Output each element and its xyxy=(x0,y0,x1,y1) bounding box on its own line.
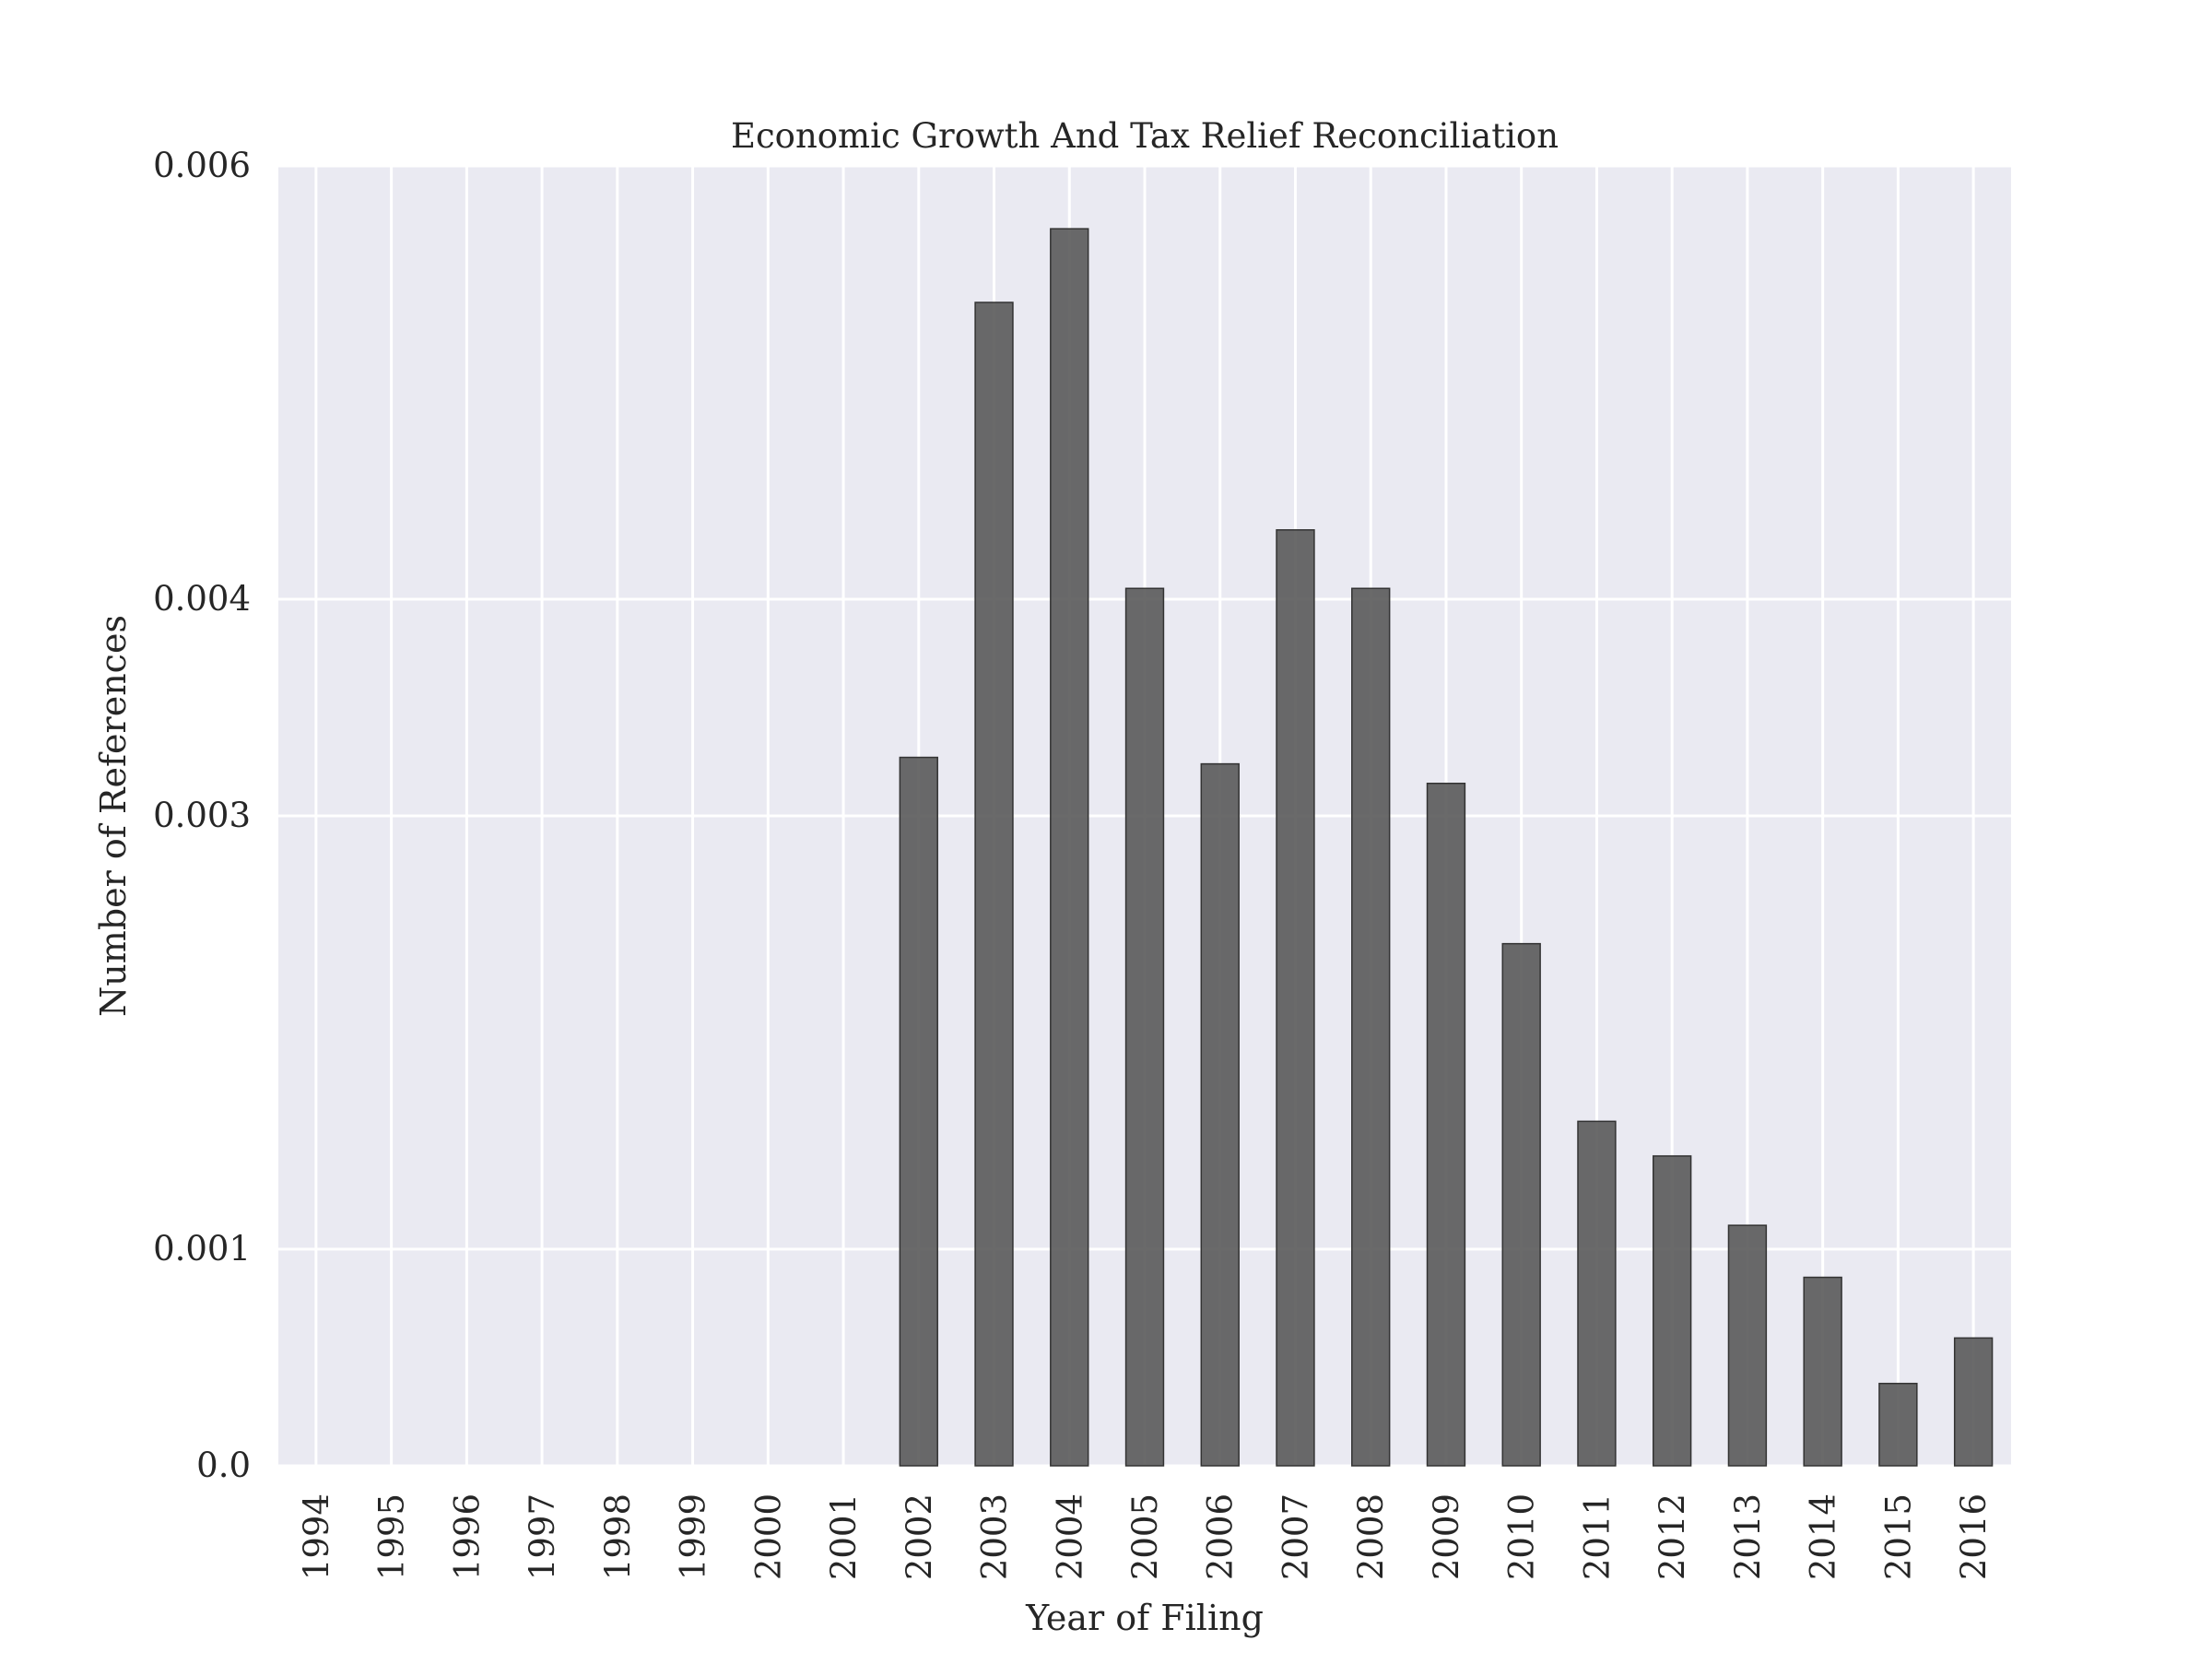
x-tick-label: 2005 xyxy=(1125,1493,1165,1580)
x-axis-label: Year of Filing xyxy=(1025,1598,1264,1638)
x-tick-label: 2001 xyxy=(824,1493,864,1580)
x-tick-label: 2003 xyxy=(975,1493,1015,1580)
x-tick-label: 2012 xyxy=(1653,1493,1692,1580)
bar-2014 xyxy=(1803,1276,1842,1467)
bar-2008 xyxy=(1351,587,1391,1467)
bars xyxy=(899,228,1994,1467)
x-tick-label: 2007 xyxy=(1276,1493,1315,1580)
x-tick-label: 1999 xyxy=(674,1493,713,1580)
x-tick-label: 2000 xyxy=(748,1493,788,1580)
x-tick-label: 2011 xyxy=(1577,1493,1617,1580)
x-tick-label: 2014 xyxy=(1804,1493,1843,1580)
bar-2005 xyxy=(1124,587,1165,1467)
bar-2010 xyxy=(1501,942,1541,1467)
bar-2012 xyxy=(1652,1155,1692,1467)
bar-2006 xyxy=(1200,762,1240,1467)
x-tick-label: 2009 xyxy=(1427,1493,1466,1580)
x-tick-label: 1995 xyxy=(372,1493,412,1580)
y-tick-label: 0.001 xyxy=(153,1229,251,1269)
y-tick-label: 0.003 xyxy=(153,796,251,835)
x-tick-label: 2002 xyxy=(900,1493,939,1580)
x-tick-label: 1998 xyxy=(598,1493,638,1580)
bar-2007 xyxy=(1276,529,1315,1467)
y-tick-label: 0.006 xyxy=(153,146,251,185)
y-tick-label: 0.0 xyxy=(196,1446,251,1485)
x-tick-label: 2016 xyxy=(1954,1493,1994,1580)
x-tick-label: 2008 xyxy=(1351,1493,1391,1580)
y-axis-label: Number of References xyxy=(93,615,134,1017)
x-tick-label: 1997 xyxy=(523,1493,562,1580)
bar-2009 xyxy=(1426,783,1466,1467)
x-tick-labels: 1994 1995 1996 1997 1998 1999 2000 2001 2002 2003… xyxy=(297,1493,1994,1580)
x-tick-label: 2006 xyxy=(1201,1493,1241,1580)
x-tick-label: 2004 xyxy=(1050,1493,1089,1580)
bar-2015 xyxy=(1878,1382,1918,1467)
bar-2016 xyxy=(1953,1337,1994,1467)
x-tick-label: 1996 xyxy=(447,1493,487,1580)
bar-2004 xyxy=(1050,228,1089,1467)
bar-2003 xyxy=(974,301,1014,1467)
x-tick-label: 2015 xyxy=(1878,1493,1918,1580)
y-tick-labels: 0.0 0.001 0.003 0.004 0.006 xyxy=(153,146,251,1485)
x-tick-label: 1994 xyxy=(297,1493,336,1580)
chart-title: Economic Growth And Tax Relief Reconcili… xyxy=(731,116,1559,156)
bar-2013 xyxy=(1727,1224,1768,1467)
x-tick-label: 2010 xyxy=(1502,1493,1542,1580)
y-tick-label: 0.004 xyxy=(153,579,251,619)
bar-2011 xyxy=(1577,1120,1617,1467)
bar-2002 xyxy=(899,756,938,1467)
x-tick-label: 2013 xyxy=(1728,1493,1768,1580)
